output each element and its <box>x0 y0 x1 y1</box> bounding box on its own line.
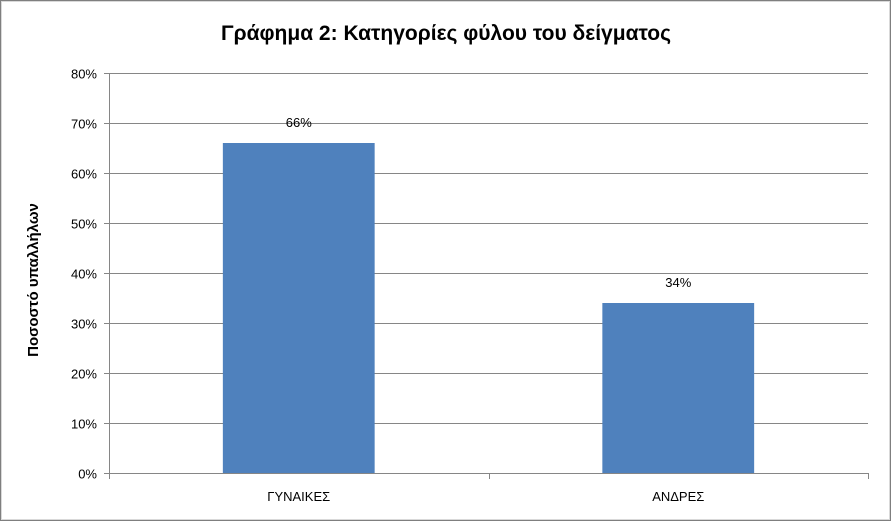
labels: 0% 10% 20% 30% 40% 50% 60% 70% 80% ΓΥΝΑΙΚΕΣ 66% ΑΝΔ… <box>71 67 704 505</box>
x-category-label: ΓΥΝΑΙΚΕΣ <box>267 489 330 504</box>
y-tick-label: 50% <box>71 217 97 232</box>
y-tick-label: 70% <box>71 117 97 132</box>
data-label: 34% <box>665 275 691 290</box>
bars <box>222 143 755 473</box>
bar <box>222 143 375 473</box>
axes <box>104 73 869 479</box>
y-tick-label: 20% <box>71 367 97 382</box>
chart-title: Γράφημα 2: Κατηγορίες φύλου του δείγματο… <box>221 22 671 45</box>
y-tick-label: 60% <box>71 167 97 182</box>
y-axis-label: Ποσοστό υπαλλήλων <box>25 203 42 357</box>
bar <box>602 303 755 473</box>
y-tick-label: 40% <box>71 267 97 282</box>
y-tick-label: 80% <box>71 67 97 82</box>
data-label: 66% <box>286 115 312 130</box>
y-tick-label: 10% <box>71 417 97 432</box>
x-category-label: ΑΝΔΡΕΣ <box>652 489 704 504</box>
y-tick-label: 30% <box>71 317 97 332</box>
y-tick-label: 0% <box>78 467 97 482</box>
